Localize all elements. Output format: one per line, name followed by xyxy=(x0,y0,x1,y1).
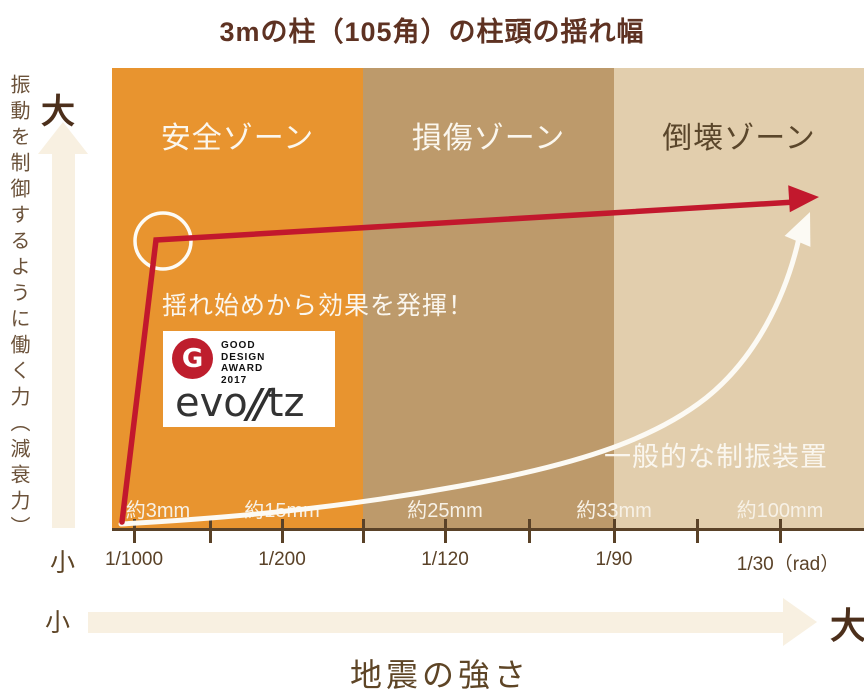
y-axis-title: 振動を制御するように働く力（減衰力） xyxy=(7,74,29,542)
x-axis-min-label: 小 xyxy=(45,609,71,637)
sway-label: 約3mm xyxy=(125,500,191,522)
general-damper-label: 一般的な制振装置 xyxy=(604,442,828,472)
x-axis-max-label: 大 xyxy=(830,605,864,646)
x-tick-label: 1/120 xyxy=(421,549,469,570)
award-line: GOOD xyxy=(221,340,256,351)
x-axis-tick xyxy=(696,519,699,543)
y-axis-arrow-shaft xyxy=(52,152,75,528)
x-axis-tick xyxy=(281,519,284,543)
x-tick-label: 1/200 xyxy=(258,549,306,570)
x-axis-tick xyxy=(528,519,531,543)
y-axis-min-label: 小 xyxy=(50,549,76,577)
evoltz-wordmark-prefix: evo xyxy=(175,380,248,426)
x-axis-arrow-icon xyxy=(783,598,817,646)
x-axis-tick xyxy=(779,519,782,543)
award-line: AWARD xyxy=(221,363,264,374)
evoltz-slash-icon xyxy=(249,388,267,421)
x-axis-tick xyxy=(613,519,616,543)
good-design-award-badge: G GOOD DESIGN AWARD 2017 evo tz xyxy=(163,331,335,427)
x-axis-tick xyxy=(133,519,136,543)
page-title: 3mの柱（105角）の柱頭の揺れ幅 xyxy=(219,17,645,47)
zone-label-safe: 安全ゾーン xyxy=(160,122,315,155)
zone-label-damage: 損傷ゾーン xyxy=(411,122,566,155)
award-line: DESIGN xyxy=(221,351,266,363)
evoltz-wordmark: evo tz xyxy=(175,380,325,426)
sway-label: 約100mm xyxy=(736,500,824,522)
evoltz-wordmark-suffix: tz xyxy=(267,380,305,426)
x-tick-label: 1/30（rad） xyxy=(736,554,840,575)
x-axis-line xyxy=(112,528,864,531)
sway-label: 約15mm xyxy=(244,500,320,522)
y-axis-arrow-icon xyxy=(38,122,88,154)
x-axis-tick xyxy=(444,519,447,543)
x-axis-title: 地震の強さ xyxy=(349,657,530,693)
zone-label-collapse: 倒壊ゾーン xyxy=(662,122,816,155)
sway-label: 約33mm xyxy=(576,500,652,522)
x-axis-tick xyxy=(209,519,212,543)
x-tick-label: 1/1000 xyxy=(104,549,164,570)
sway-label: 約25mm xyxy=(407,500,483,522)
x-tick-label: 1/90 xyxy=(595,549,633,570)
good-design-gmark-icon: G xyxy=(172,338,213,379)
evoltz-effect-note: 揺れ始めから効果を発揮！ xyxy=(162,292,475,320)
x-axis-arrow-shaft xyxy=(88,612,783,633)
y-axis-max-label: 大 xyxy=(41,93,75,131)
x-axis-tick xyxy=(362,519,365,543)
